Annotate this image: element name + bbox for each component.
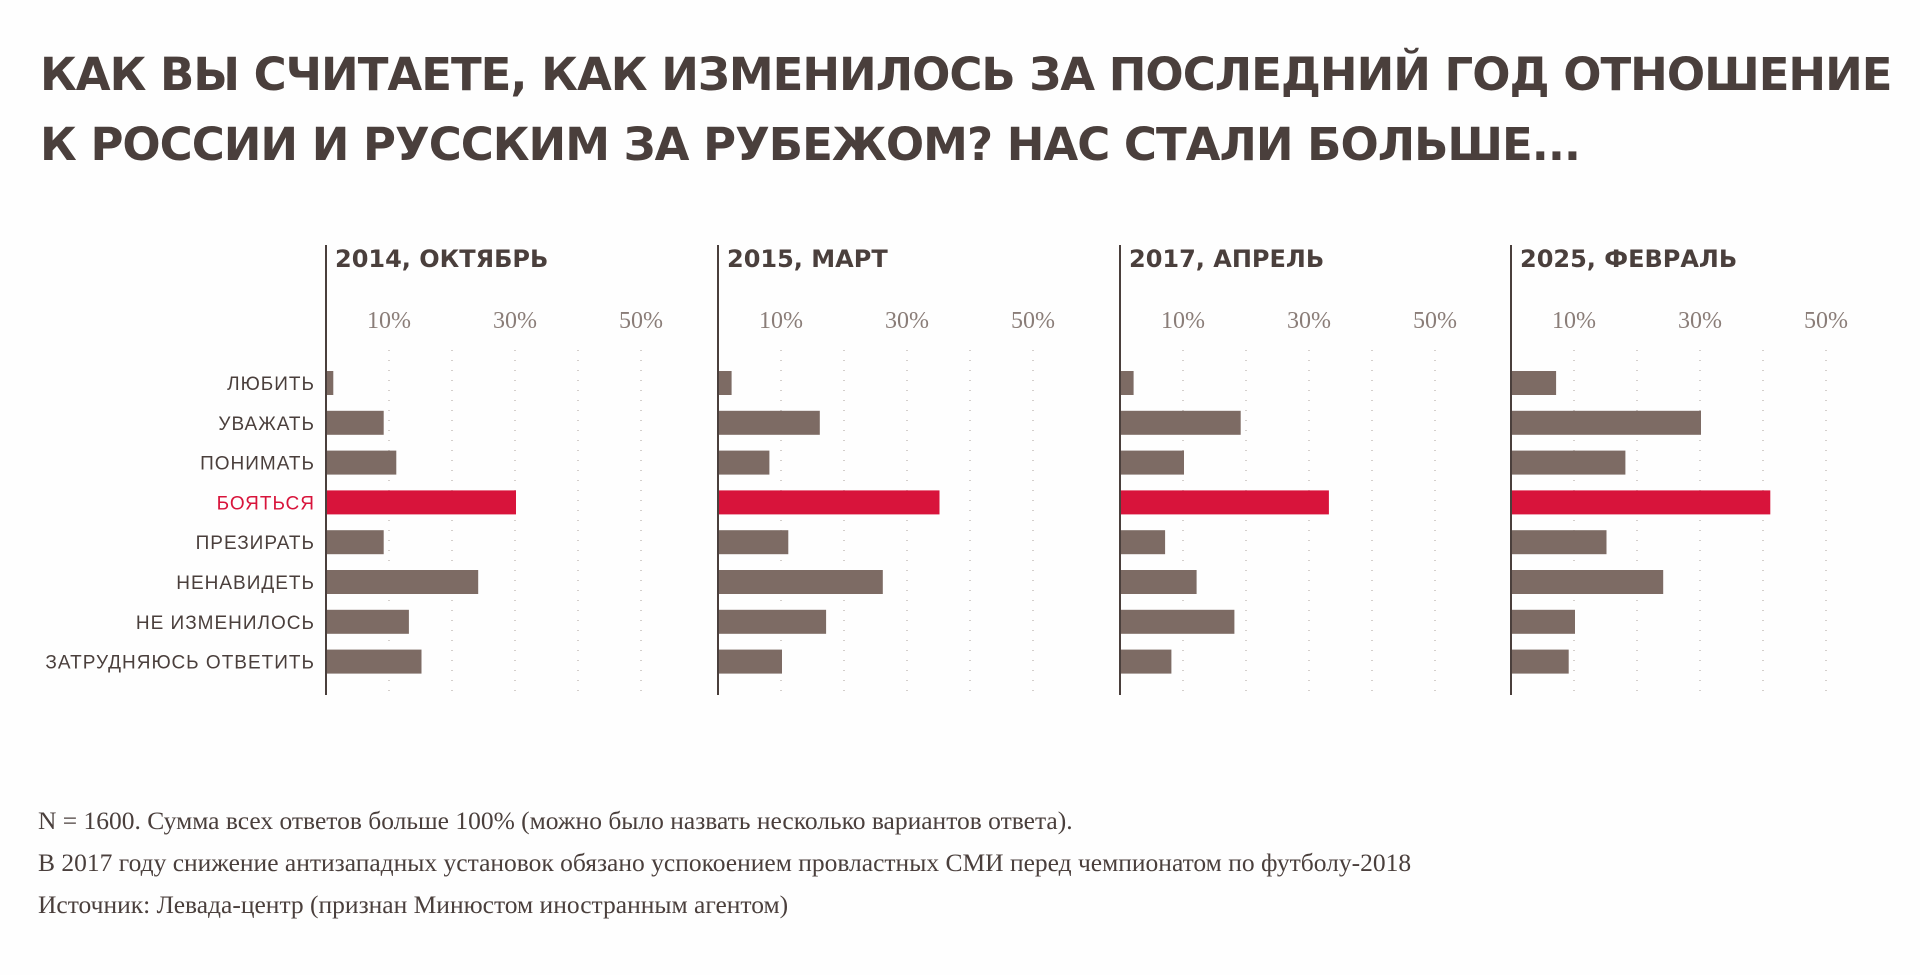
panel-title: 2014, ОКТЯБРЬ <box>335 245 548 273</box>
footnote-2017: В 2017 году снижение антизападных устано… <box>38 848 1412 877</box>
bar <box>327 410 384 435</box>
tick-label: 10% <box>367 308 411 334</box>
bar <box>719 371 732 395</box>
bar <box>327 530 384 555</box>
panel-title: 2015, МАРТ <box>727 245 888 273</box>
bar <box>1121 609 1235 634</box>
bar <box>1121 570 1197 594</box>
panel-title: 2017, АПРЕЛЬ <box>1129 245 1324 273</box>
panel-title: 2025, ФЕВРАЛЬ <box>1520 245 1737 273</box>
tick-label: 30% <box>493 308 537 334</box>
footnotes: N = 1600. Сумма всех ответов больше 100%… <box>38 800 1898 926</box>
tick-label: 10% <box>1161 308 1205 334</box>
tick-label: 30% <box>885 308 929 334</box>
bar <box>719 450 770 475</box>
chart-title-line-1: КАК ВЫ СЧИТАЕТЕ, КАК ИЗМЕНИЛОСЬ ЗА ПОСЛЕ… <box>40 48 1893 101</box>
bar <box>1121 371 1134 395</box>
tick-label: 50% <box>619 308 663 334</box>
bar <box>1512 649 1569 674</box>
bar <box>719 609 827 634</box>
bar <box>1512 570 1664 594</box>
footnote-sample: N = 1600. Сумма всех ответов больше 100%… <box>38 806 1073 835</box>
bar <box>1512 371 1557 395</box>
category-label: ЛЮБИТЬ <box>227 374 315 395</box>
bar <box>1121 450 1184 475</box>
bar <box>1121 530 1166 555</box>
tick-label: 30% <box>1678 308 1722 334</box>
chart-title: КАК ВЫ СЧИТАЕТЕ, КАК ИЗМЕНИЛОСЬ ЗА ПОСЛЕ… <box>40 40 1893 180</box>
bar <box>1121 410 1241 435</box>
category-label: НЕ ИЗМЕНИЛОСЬ <box>136 613 315 634</box>
tick-label: 10% <box>1552 308 1596 334</box>
tick-label: 50% <box>1011 308 1055 334</box>
bar <box>1512 450 1626 475</box>
bar <box>327 609 409 634</box>
chart-title-line-2: К РОССИИ И РУССКИМ ЗА РУБЕЖОМ? НАС СТАЛИ… <box>40 118 1581 171</box>
bar <box>327 371 334 395</box>
tick-label: 10% <box>759 308 803 334</box>
category-label: БОЯТЬСЯ <box>217 493 315 514</box>
bar-highlight <box>719 490 940 515</box>
chart: ЛЮБИТЬ УВАЖАТЬ ПОНИМАТЬ БОЯТЬСЯ ПРЕЗИРАТЬ НЕН… <box>45 245 1848 695</box>
tick-label: 50% <box>1804 308 1848 334</box>
bar <box>1512 609 1575 634</box>
bar <box>719 649 782 674</box>
bar <box>1121 649 1172 674</box>
bar <box>327 649 422 674</box>
bar <box>327 570 479 594</box>
bar <box>327 450 397 475</box>
bar <box>719 410 820 435</box>
bar <box>719 530 789 555</box>
bar <box>1512 410 1701 435</box>
bar-highlight <box>1512 490 1771 515</box>
tick-label: 50% <box>1413 308 1457 334</box>
category-label: НЕНАВИДЕТЬ <box>176 573 315 594</box>
tick-label: 30% <box>1287 308 1331 334</box>
category-label: УВАЖАТЬ <box>218 414 315 435</box>
category-label: ПОНИМАТЬ <box>200 454 315 475</box>
footnote-source: Источник: Левада-центр (признан Минюстом… <box>38 890 789 919</box>
category-label: ПРЕЗИРАТЬ <box>196 533 315 554</box>
bar-highlight <box>1121 490 1329 515</box>
category-label: ЗАТРУДНЯЮСЬ ОТВЕТИТЬ <box>45 653 315 674</box>
bar <box>1512 530 1607 555</box>
bar-highlight <box>327 490 516 515</box>
bar <box>719 570 883 594</box>
